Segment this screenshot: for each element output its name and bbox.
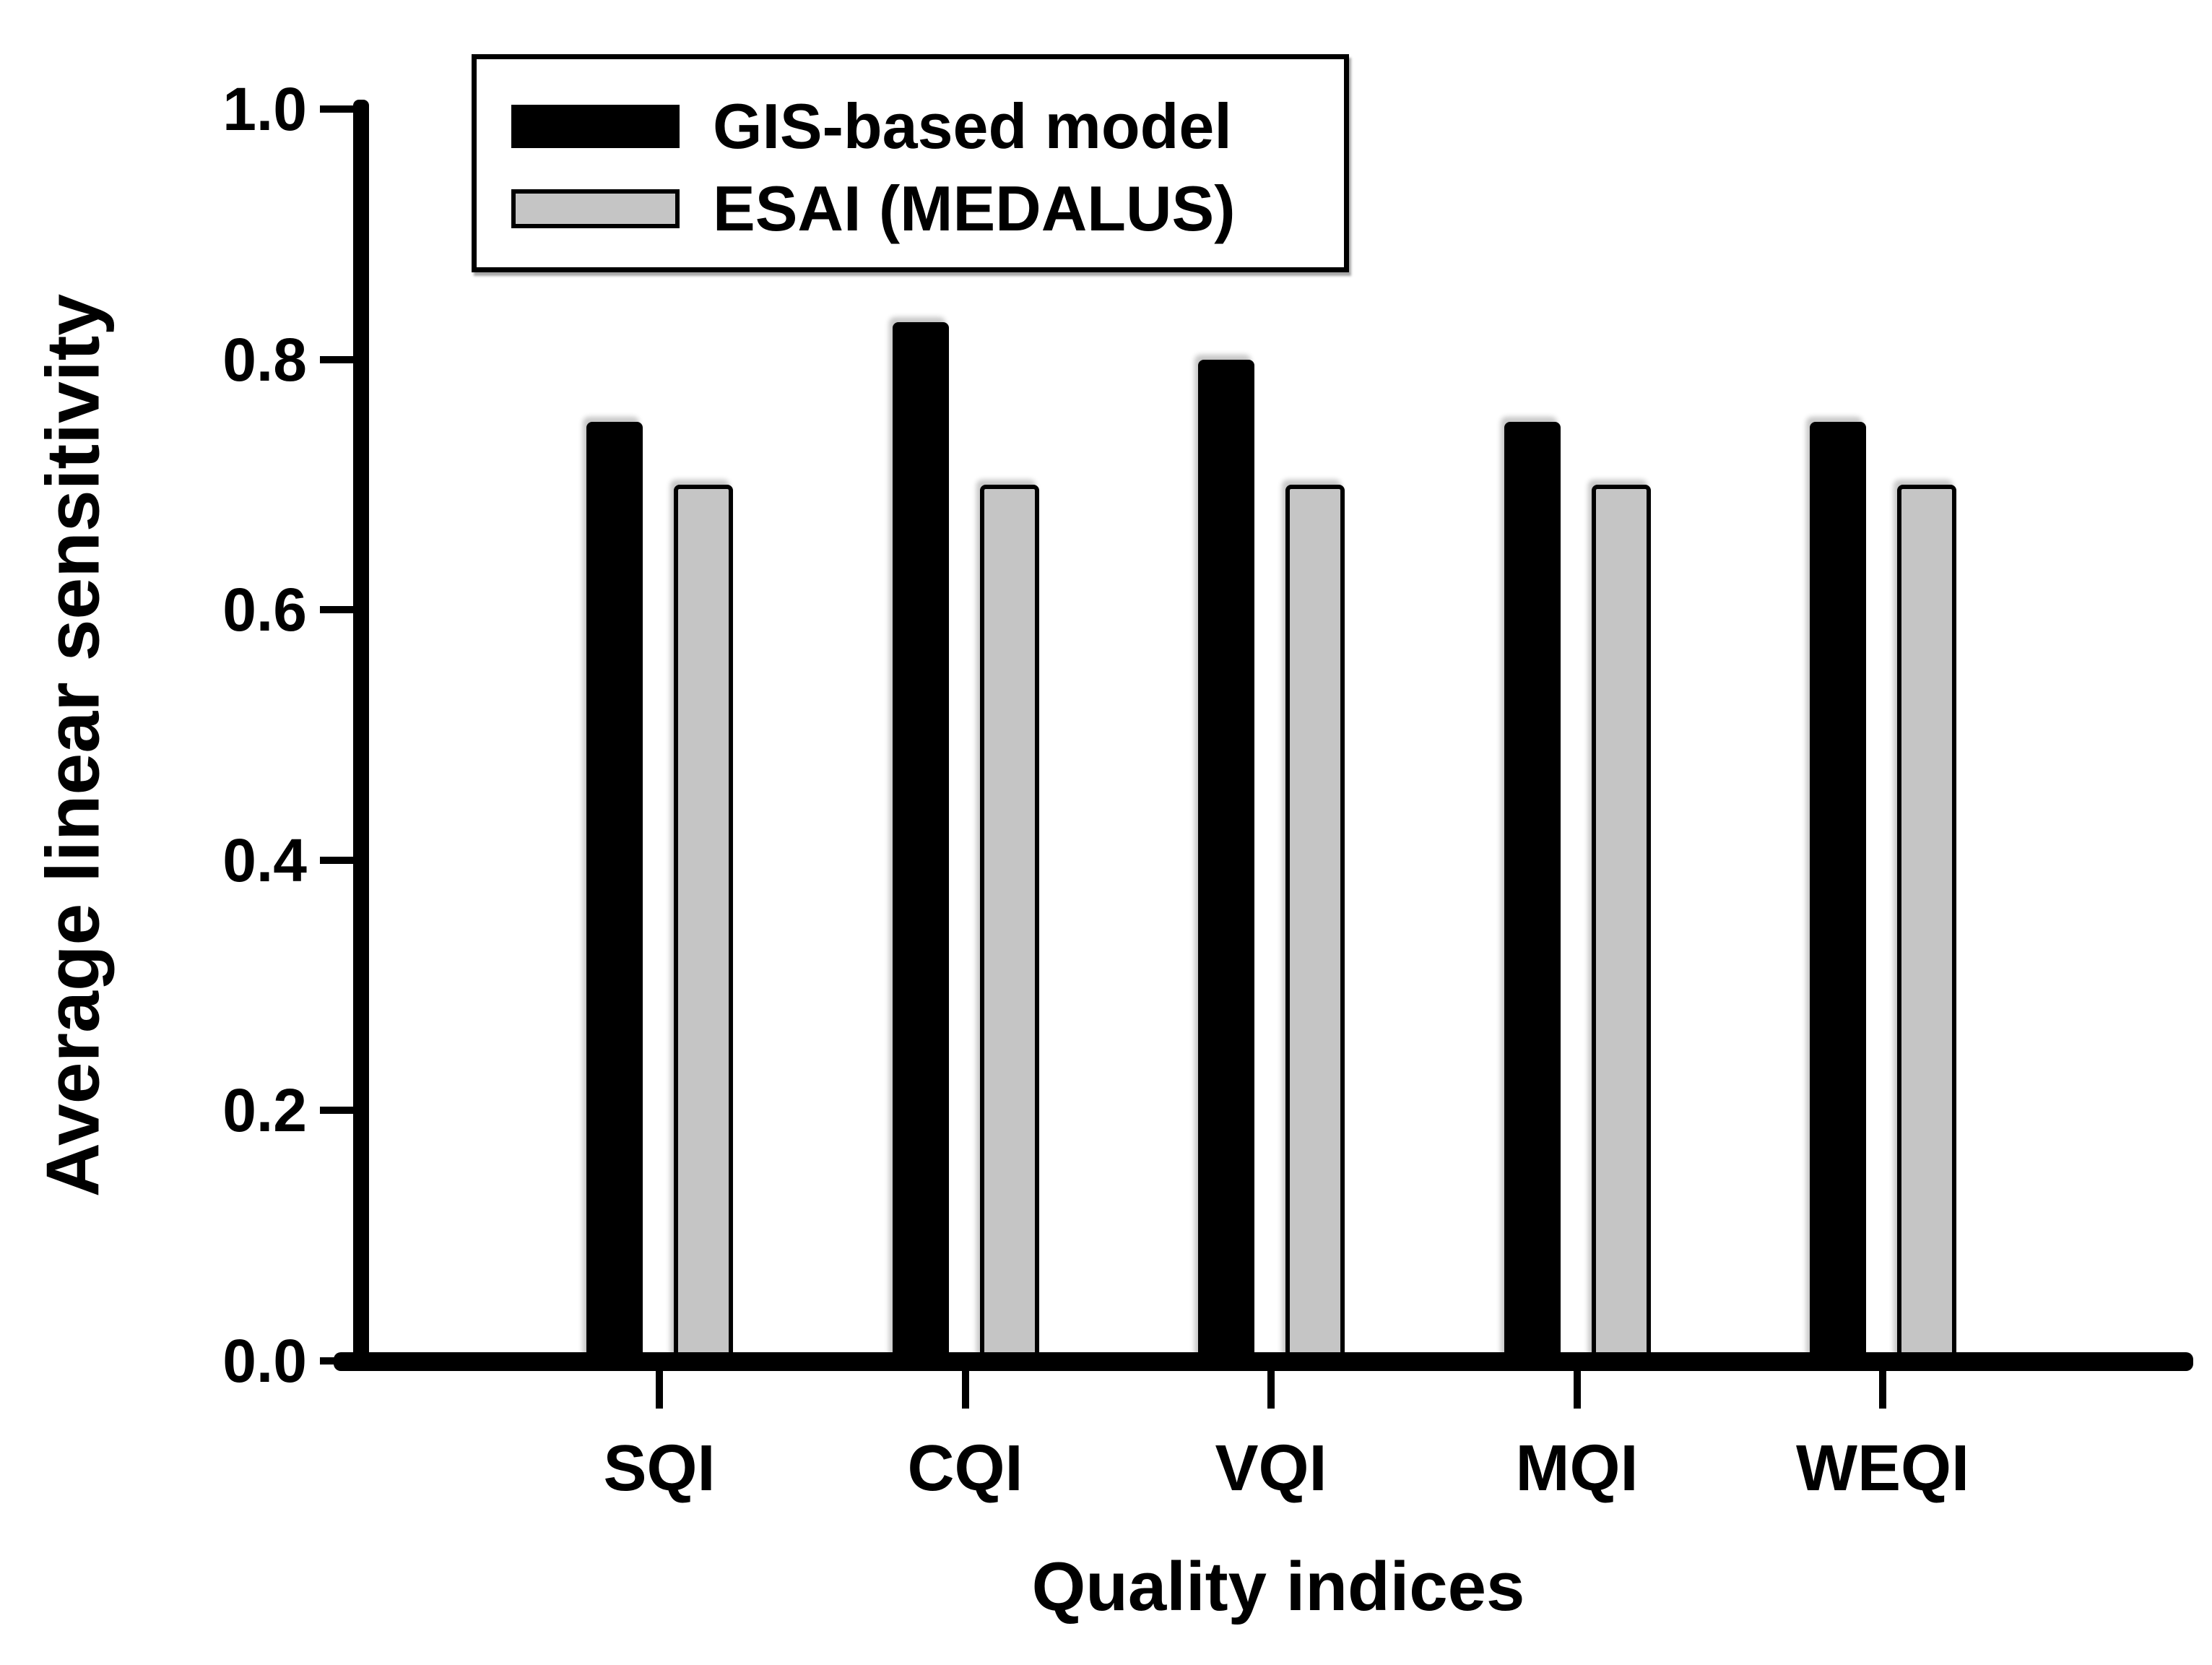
x-category-label-cqi: CQI — [907, 1432, 1023, 1505]
bar-gis-based-model-mqi — [1504, 422, 1561, 1361]
x-category-label-weqi: WEQI — [1796, 1432, 1969, 1505]
x-tick-vqi — [1267, 1370, 1275, 1409]
y-tick-0.2 — [320, 1107, 353, 1115]
x-tick-sqi — [656, 1370, 663, 1409]
y-tick-1.0 — [320, 105, 353, 113]
legend-row-gis-based-model: GIS-based model — [511, 94, 1232, 159]
x-category-label-vqi: VQI — [1215, 1432, 1327, 1505]
y-tick-label-0.0: 0.0 — [222, 1327, 307, 1395]
bar-gis-based-model-vqi — [1198, 360, 1254, 1361]
x-tick-cqi — [961, 1370, 969, 1409]
y-tick-label-0.6: 0.6 — [222, 576, 307, 644]
legend-label-gis-based-model: GIS-based model — [713, 90, 1232, 162]
x-category-label-sqi: SQI — [603, 1432, 716, 1505]
y-tick-0.6 — [320, 606, 353, 614]
x-tick-mqi — [1573, 1370, 1581, 1409]
legend-swatch-gis-based-model — [511, 105, 680, 148]
y-tick-0.8 — [320, 355, 353, 363]
legend-swatch-esai-medalus — [511, 189, 680, 228]
x-axis-title: Quality indices — [1031, 1548, 1525, 1625]
y-tick-label-0.8: 0.8 — [222, 325, 307, 394]
y-axis-line — [353, 100, 369, 1370]
y-tick-label-0.4: 0.4 — [222, 826, 307, 894]
bar-esai-medalus-vqi — [1285, 485, 1345, 1361]
bar-esai-medalus-cqi — [979, 485, 1039, 1361]
bar-esai-medalus-mqi — [1591, 485, 1651, 1361]
x-category-label-mqi: MQI — [1515, 1432, 1639, 1505]
legend-row-esai-medalus: ESAI (MEDALUS) — [511, 176, 1236, 241]
x-tick-weqi — [1879, 1370, 1886, 1409]
legend: GIS-based model ESAI (MEDALUS) — [472, 54, 1349, 272]
y-tick-label-0.2: 0.2 — [222, 1076, 307, 1145]
bar-esai-medalus-sqi — [674, 485, 733, 1361]
y-tick-label-1.0: 1.0 — [222, 75, 307, 143]
bar-gis-based-model-weqi — [1810, 422, 1866, 1361]
bar-esai-medalus-weqi — [1897, 485, 1956, 1361]
y-axis-title: Average linear sensitivity — [31, 293, 116, 1198]
x-axis-line — [334, 1352, 2193, 1371]
legend-label-esai-medalus: ESAI (MEDALUS) — [713, 173, 1236, 244]
bar-gis-based-model-cqi — [892, 322, 949, 1361]
bar-gis-based-model-sqi — [586, 422, 643, 1361]
y-tick-0.4 — [320, 856, 353, 864]
